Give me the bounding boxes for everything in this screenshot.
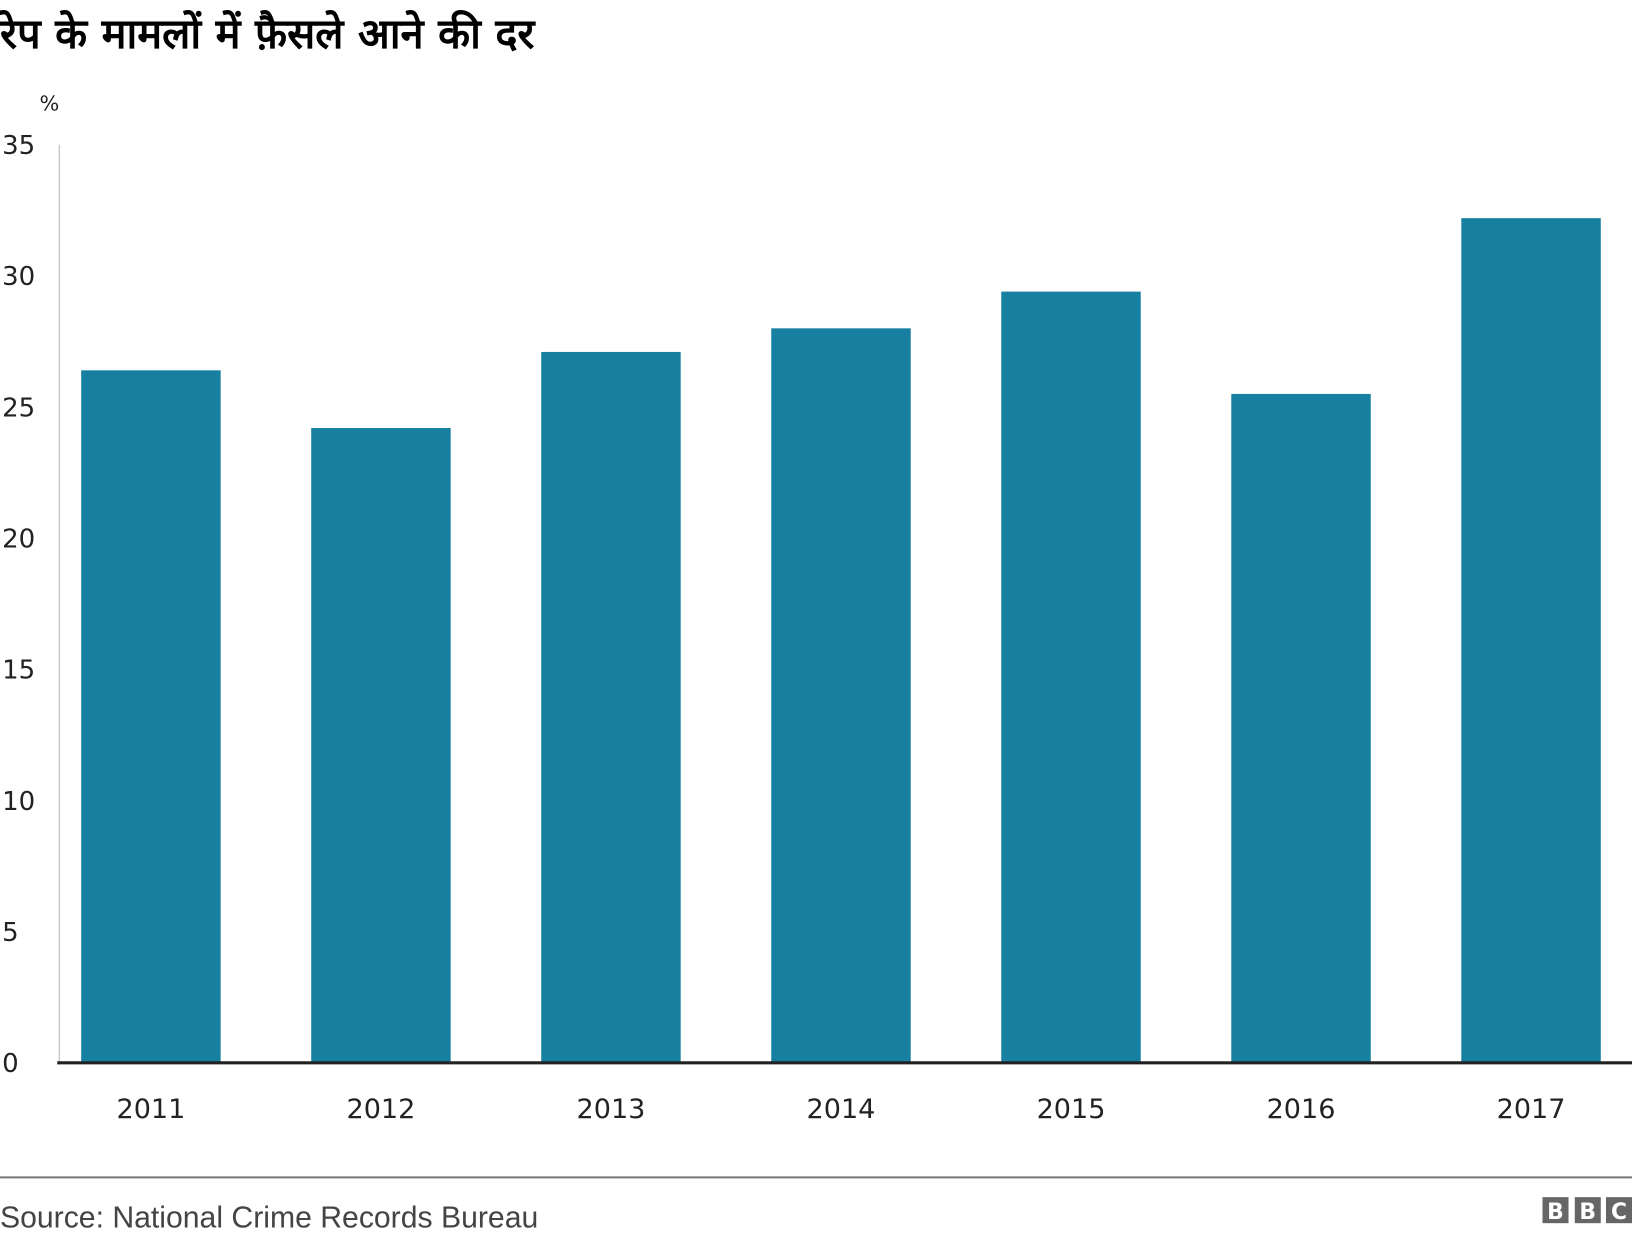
bar-2012 — [311, 428, 451, 1063]
x-tick-label: 2016 — [1267, 1094, 1336, 1125]
bar-2014 — [771, 328, 911, 1063]
bar-2016 — [1231, 393, 1371, 1063]
y-tick-label: 20 — [2, 525, 35, 555]
bar-2011 — [81, 370, 221, 1063]
svg-text:C: C — [1611, 1200, 1627, 1225]
bar-2017 — [1461, 218, 1601, 1063]
svg-text:B: B — [1547, 1200, 1564, 1225]
x-tick-label: 2014 — [807, 1094, 876, 1125]
bbc-logo: B B C — [1542, 1197, 1632, 1225]
x-tick-label: 2012 — [347, 1094, 416, 1125]
x-tick-label: 2017 — [1497, 1094, 1566, 1125]
bar-2015 — [1001, 291, 1141, 1063]
y-tick-label: 0 — [2, 1049, 19, 1079]
bar-2013 — [541, 351, 681, 1063]
svg-text:B: B — [1579, 1200, 1596, 1225]
x-tick-label: 2013 — [577, 1094, 646, 1125]
x-tick-label: 2015 — [1037, 1094, 1106, 1125]
chart-title: रेप के मामलों में फ़ैसले आने की दर — [0, 9, 536, 58]
source-text: Source: National Crime Records Bureau — [0, 1201, 538, 1234]
y-tick-label: 10 — [2, 787, 35, 817]
y-tick-label: 15 — [2, 656, 35, 686]
y-tick-label: 5 — [2, 918, 19, 948]
y-axis-unit: % — [40, 91, 60, 115]
y-tick-label: 35 — [2, 131, 35, 161]
y-tick-label: 30 — [2, 262, 35, 292]
y-tick-label: 25 — [2, 393, 35, 423]
x-tick-label: 2011 — [116, 1094, 185, 1125]
